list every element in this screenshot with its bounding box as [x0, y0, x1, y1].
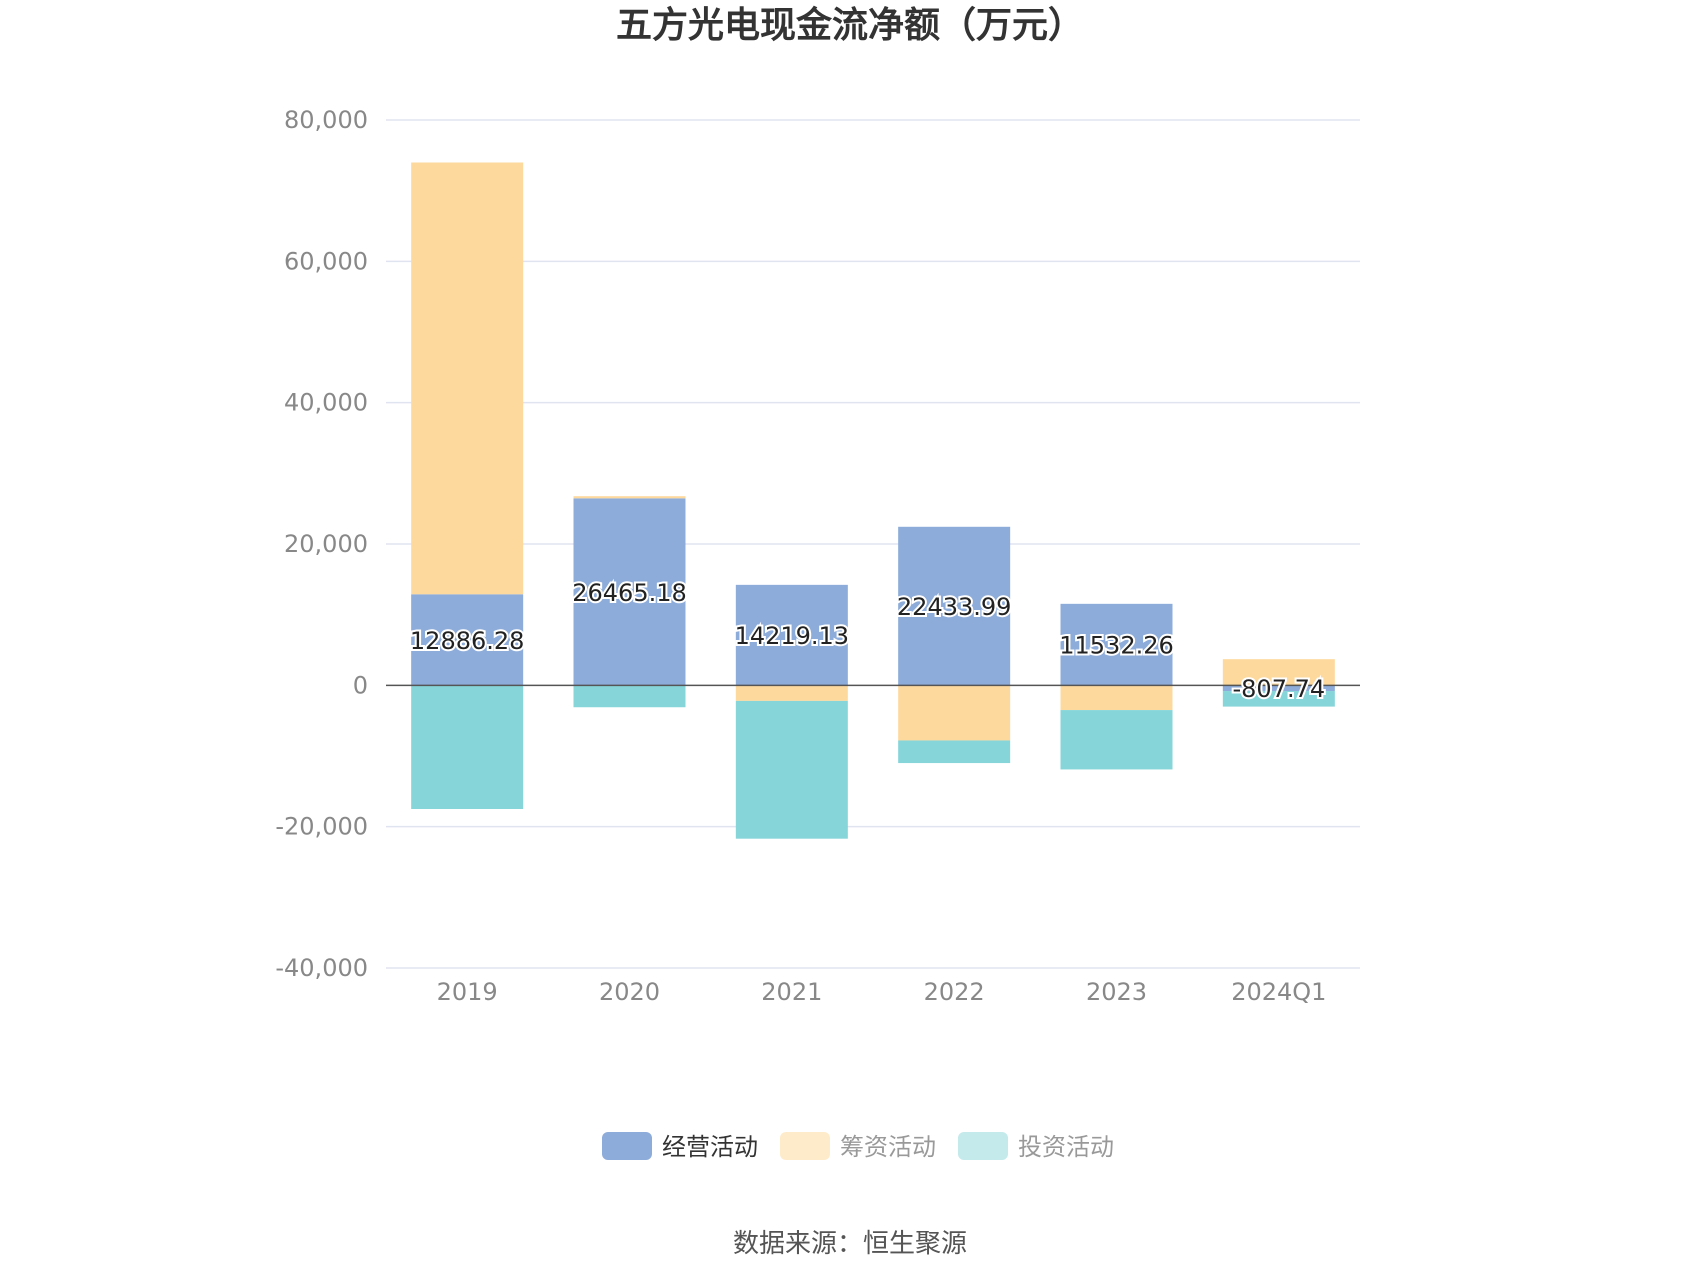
bar-2024Q1-series-1[interactable]: [1222, 659, 1335, 686]
legend-item-0[interactable]: 经营活动: [602, 1132, 758, 1161]
data-label: 22433.99: [897, 593, 1012, 621]
y-tick-label: 0: [353, 671, 368, 699]
x-tick-label: 2019: [437, 978, 498, 1006]
data-label: 26465.18: [572, 579, 687, 607]
y-tick-label: -20,000: [275, 813, 368, 841]
bar-2022-series-0[interactable]: [898, 526, 1011, 686]
chart-title: 五方光电现金流净额（万元）: [616, 4, 1084, 46]
bars: [411, 162, 1335, 839]
bar-2024Q1-series-0[interactable]: [1222, 685, 1335, 692]
y-tick-label: 80,000: [284, 106, 368, 134]
bar-2022-series-1[interactable]: [898, 685, 1011, 741]
bar-2020-series-1[interactable]: [573, 496, 686, 499]
source-note: 数据来源：恒生聚源: [733, 1229, 967, 1259]
x-tick-label: 2022: [924, 978, 985, 1006]
bar-2021-series-1[interactable]: [735, 685, 848, 701]
legend-label: 经营活动: [662, 1133, 758, 1161]
bar-2019-series-1[interactable]: [411, 162, 524, 595]
legend-item-2[interactable]: 投资活动: [958, 1132, 1114, 1161]
bar-2019-series-2[interactable]: [411, 685, 524, 809]
x-tick-label: 2021: [761, 978, 822, 1006]
data-label: 12886.28: [410, 627, 525, 655]
x-tick-label: 2024Q1: [1231, 978, 1326, 1006]
legend-swatch: [780, 1132, 830, 1160]
data-label: 11532.26: [1059, 632, 1174, 660]
y-tick-label: 20,000: [284, 530, 368, 558]
bar-2023-series-0[interactable]: [1060, 603, 1173, 686]
bar-2023-series-1[interactable]: [1060, 685, 1173, 711]
legend-swatch: [958, 1132, 1008, 1160]
data-labels: 12886.28 26465.18 14219.13 22433.99 11532.26…: [408, 577, 1327, 705]
legend[interactable]: 经营活动 筹资活动 投资活动: [602, 1132, 1114, 1161]
x-tick-label: 2020: [599, 978, 660, 1006]
y-tick-label: 40,000: [284, 389, 368, 417]
legend-label: 筹资活动: [840, 1133, 936, 1161]
legend-swatch: [602, 1132, 652, 1160]
x-tick-label: 2023: [1086, 978, 1147, 1006]
data-label: -807.74: [1233, 675, 1326, 703]
axes: 80,000 60,000 40,000 20,000 0 -20,000 -40,000 2…: [275, 106, 1360, 1006]
grid-lines: [386, 119, 1360, 969]
legend-label: 投资活动: [1018, 1133, 1114, 1161]
bar-2021-series-0[interactable]: [735, 584, 848, 686]
bar-2022-series-2[interactable]: [898, 740, 1011, 764]
data-label: 14219.13: [735, 622, 850, 650]
y-tick-label: 60,000: [284, 247, 368, 275]
bar-2020-series-2[interactable]: [573, 685, 686, 708]
legend-item-1[interactable]: 筹资活动: [780, 1132, 936, 1161]
y-tick-label: -40,000: [275, 954, 368, 982]
bar-2024Q1-series-2[interactable]: [1222, 691, 1335, 707]
bar-2019-series-0[interactable]: [411, 594, 524, 686]
bar-2020-series-0[interactable]: [573, 498, 686, 686]
bar-2021-series-2[interactable]: [735, 700, 848, 839]
bar-2023-series-2[interactable]: [1060, 710, 1173, 770]
